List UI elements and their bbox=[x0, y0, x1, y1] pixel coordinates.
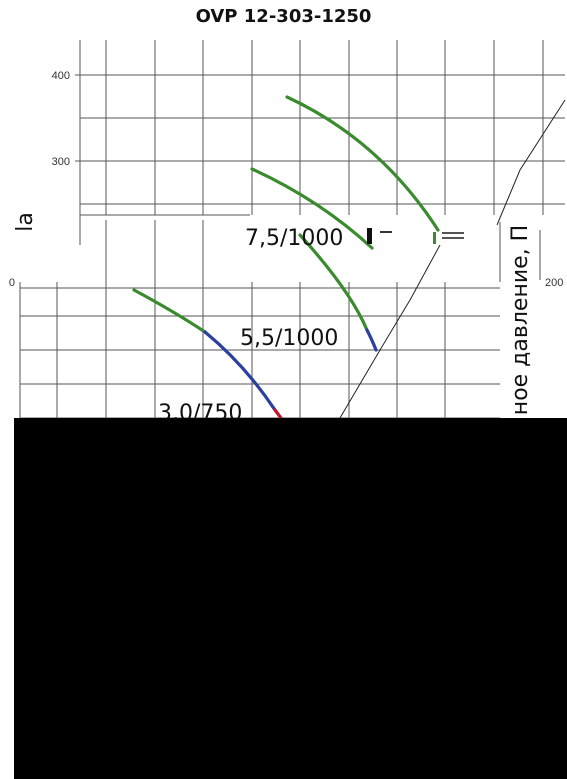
y-axis-label-left: la bbox=[13, 212, 38, 232]
curve-mid-green bbox=[250, 167, 374, 250]
legend-fragment bbox=[367, 228, 464, 244]
y-tick-mid-right: 200 bbox=[545, 277, 563, 289]
curve-3-0-750-red bbox=[273, 408, 283, 420]
grid-left-fragment bbox=[79, 214, 250, 282]
grid-right-fragment bbox=[499, 222, 541, 282]
curve-5-5-1000-green bbox=[298, 233, 369, 332]
system-lines bbox=[339, 99, 566, 419]
y-tick-mid-left: 0 bbox=[9, 277, 15, 289]
curve-label-7-5-1000: 7,5/1000 bbox=[245, 226, 343, 251]
curve-7-5-1000-green bbox=[285, 95, 440, 232]
y-tick-300: 300 bbox=[52, 156, 70, 168]
redacted-region bbox=[14, 418, 567, 779]
y-axis-label-right: ное давление, П bbox=[508, 225, 533, 415]
curve-3-0-750-blue bbox=[203, 330, 277, 412]
chart-title: OVP 12-303-1250 bbox=[195, 6, 372, 27]
fan-curves bbox=[132, 95, 440, 420]
y-tick-400: 400 bbox=[52, 70, 70, 82]
y-tick-marks-top bbox=[75, 74, 80, 162]
curve-label-5-5-1000: 5,5/1000 bbox=[240, 326, 338, 351]
curve-3-0-750-green bbox=[132, 288, 207, 334]
grid-top bbox=[79, 40, 565, 215]
curve-5-5-1000-blue bbox=[365, 328, 378, 352]
